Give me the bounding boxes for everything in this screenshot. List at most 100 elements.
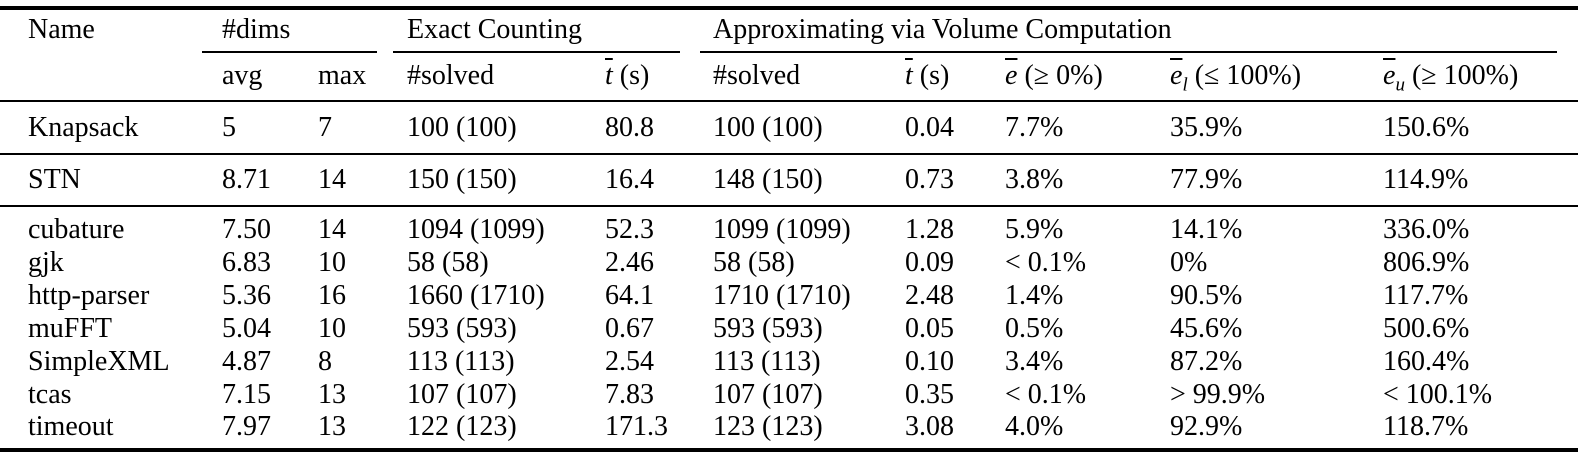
cell-max: 16 [318, 279, 346, 311]
cell-name: STN [0, 154, 212, 207]
table-row-cubature: cubature 7.50 14 1094 (1099) 52.3 1099 (… [0, 206, 1578, 246]
cell-tbar-exact: 2.46 [605, 246, 654, 278]
table-row-tcas: tcas 7.15 13 107 (107) 7.83 107 (107) 0.… [0, 378, 1578, 411]
cell-avg: 5 [212, 101, 308, 155]
cell-tbar-approx: 0.35 [905, 378, 955, 410]
cell-name: muFFT [28, 312, 113, 344]
cell-ebar-upper: 150.6% [1373, 101, 1578, 155]
cell-ebar-upper: 117.7% [1383, 279, 1469, 311]
table-row-gjk: gjk 6.83 10 58 (58) 2.46 58 (58) 0.09 < … [0, 246, 1578, 279]
cell-ebar-mean: 4.0% [1005, 411, 1064, 442]
cell-tbar-approx: 0.04 [895, 101, 996, 155]
cell-solved-approx: 1099 (1099) [713, 214, 851, 245]
cell-max: 14 [318, 214, 346, 245]
cell-solved-exact: 1094 (1099) [407, 214, 545, 245]
col-header-ebar-upper: eu (≥ 100%) [1373, 52, 1578, 102]
cell-max: 13 [318, 411, 346, 442]
cell-tbar-approx: 0.10 [905, 345, 955, 377]
cell-solved-exact: 1660 (1710) [407, 279, 545, 311]
group-header-dims: #dims [222, 14, 291, 45]
cell-ebar-upper: 806.9% [1383, 246, 1470, 278]
cell-tbar-exact: 0.67 [605, 312, 654, 344]
cell-ebar-upper: 160.4% [1383, 345, 1470, 377]
cell-solved-approx: 113 (113) [713, 345, 821, 377]
cell-ebar-lower: 35.9% [1160, 101, 1374, 155]
tbar-unit: (s) [612, 60, 650, 91]
cell-ebar-upper: 114.9% [1373, 154, 1578, 207]
results-table: Name #dims Exact Counting Approximating … [0, 6, 1578, 452]
ebar-symbol: e [1005, 60, 1018, 91]
cell-solved-approx: 123 (123) [713, 411, 823, 442]
ebar-subscript-l: l [1182, 74, 1188, 96]
cell-ebar-lower: 87.2% [1170, 345, 1243, 377]
cell-ebar-upper: 118.7% [1383, 411, 1469, 442]
cell-solved-approx: 593 (593) [713, 312, 823, 344]
cell-name: tcas [28, 378, 72, 410]
col-header-ebar-mean: e (≥ 0%) [995, 52, 1161, 102]
cell-tbar-approx: 3.08 [905, 411, 955, 442]
cell-ebar-lower: > 99.9% [1170, 378, 1266, 410]
cell-avg: 7.50 [222, 214, 271, 245]
ebar-symbol: e [1170, 60, 1183, 91]
cell-solved-approx: 100 (100) [703, 101, 896, 155]
ebar-symbol: e [1383, 60, 1396, 91]
cell-name: http-parser [28, 279, 150, 311]
cell-avg: 7.97 [222, 411, 271, 442]
col-header-avg: avg [212, 52, 308, 102]
cell-max: 13 [318, 378, 346, 410]
cell-ebar-mean: < 0.1% [1005, 246, 1087, 278]
cell-max: 7 [308, 101, 397, 155]
cell-ebar-upper: 336.0% [1383, 214, 1470, 245]
cell-solved-approx: 107 (107) [713, 378, 823, 410]
cell-avg: 6.83 [222, 246, 271, 278]
cell-tbar-approx: 0.09 [905, 246, 955, 278]
table-row-knapsack: Knapsack 5 7 100 (100) 80.8 100 (100) 0.… [0, 101, 1578, 155]
table-row-simplexml: SimpleXML 4.87 8 113 (113) 2.54 113 (113… [0, 345, 1578, 378]
ebar-subscript-u: u [1395, 74, 1405, 96]
ebar-range: (≥ 100%) [1404, 60, 1519, 91]
cell-name: gjk [28, 246, 64, 278]
cmidrule-exact-counting [393, 51, 680, 53]
cell-ebar-mean: 1.4% [1005, 279, 1064, 311]
cell-solved-approx: 148 (150) [703, 154, 896, 207]
cell-avg: 8.71 [212, 154, 308, 207]
table-row-http-parser: http-parser 5.36 16 1660 (1710) 64.1 171… [0, 279, 1578, 312]
col-header-name: Name [0, 8, 212, 102]
cell-tbar-approx: 2.48 [905, 279, 955, 311]
ebar-range: (≥ 0%) [1017, 60, 1103, 91]
cell-ebar-mean: 0.5% [1005, 312, 1064, 344]
cell-solved-exact: 122 (123) [407, 411, 517, 442]
cell-name: cubature [28, 214, 125, 245]
group-header-exact-counting: Exact Counting [407, 14, 582, 45]
cell-avg: 5.36 [222, 279, 271, 311]
cell-tbar-approx: 1.28 [905, 214, 955, 245]
cell-tbar-exact: 2.54 [605, 345, 654, 377]
cell-tbar-exact: 80.8 [595, 101, 704, 155]
cell-max: 10 [318, 312, 346, 344]
cell-ebar-upper: < 100.1% [1383, 378, 1493, 410]
col-header-ebar-lower: el (≤ 100%) [1160, 52, 1374, 102]
cell-name: Knapsack [0, 101, 212, 155]
tbar-unit: (s) [912, 60, 950, 91]
cell-avg: 5.04 [222, 312, 271, 344]
cmidrule-approximating [700, 51, 1557, 53]
cell-solved-exact: 593 (593) [407, 312, 517, 344]
tbar-symbol: t [905, 60, 913, 91]
cell-ebar-mean: 3.8% [995, 154, 1161, 207]
cell-ebar-lower: 90.5% [1170, 279, 1243, 311]
cell-solved-exact: 150 (150) [397, 154, 595, 207]
col-header-solved-exact: #solved [397, 52, 595, 102]
cell-tbar-exact: 52.3 [605, 214, 654, 245]
cell-solved-exact: 107 (107) [407, 378, 517, 410]
cell-tbar-approx: 0.73 [895, 154, 996, 207]
cell-avg: 4.87 [222, 345, 271, 377]
cell-max: 10 [318, 246, 346, 278]
cell-ebar-lower: 45.6% [1170, 312, 1243, 344]
tbar-symbol: t [605, 60, 613, 91]
group-header-approximating: Approximating via Volume Computation [713, 14, 1172, 45]
cell-solved-approx: 1710 (1710) [713, 279, 851, 311]
col-header-tbar-approx: t (s) [895, 52, 996, 102]
col-header-tbar-exact: t (s) [595, 52, 704, 102]
table-row-mufft: muFFT 5.04 10 593 (593) 0.67 593 (593) 0… [0, 312, 1578, 345]
